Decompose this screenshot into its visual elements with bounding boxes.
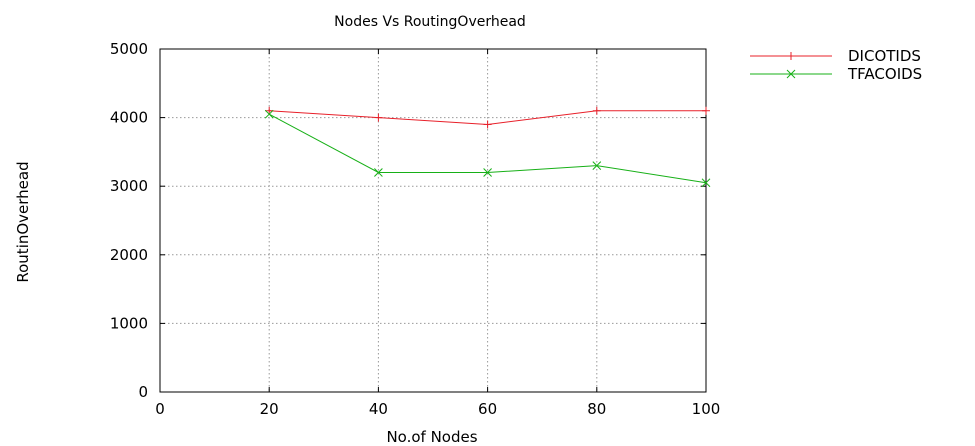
x-ticks: 0 20 40 60 80 100 (155, 49, 720, 418)
data-point-dicotids (483, 120, 492, 129)
data-point-tfacoids (701, 178, 711, 188)
data-point-dicotids (702, 106, 710, 115)
y-tick-label: 3000 (110, 177, 148, 195)
y-tick-label: 4000 (110, 109, 148, 127)
x-tick-label: 20 (260, 400, 279, 418)
y-tick-label: 0 (138, 383, 148, 401)
legend-marker-tfacoids (786, 69, 796, 79)
x-tick-label: 100 (692, 400, 721, 418)
data-point-dicotids (592, 106, 601, 115)
data-point-tfacoids (264, 109, 274, 119)
legend-label-tfacoids: TFACOIDS (847, 65, 922, 83)
chart-title: Nodes Vs RoutingOverhead (334, 14, 526, 30)
data-point-dicotids (265, 106, 274, 115)
data-point-tfacoids (374, 168, 383, 177)
y-tick-label: 5000 (110, 40, 148, 58)
y-axis-label: RoutinOverhead (14, 161, 32, 282)
data-point-tfacoids (592, 161, 602, 170)
legend-label-dicotids: DICOTIDS (848, 47, 921, 65)
plot-frame (159, 48, 707, 393)
y-tick-label: 1000 (110, 314, 148, 332)
x-tick-label: 80 (587, 400, 606, 418)
grid (160, 49, 706, 392)
x-tick-label: 40 (369, 400, 388, 418)
legend-marker-dicotids (787, 52, 795, 60)
x-tick-label: 0 (155, 400, 165, 418)
x-axis-label: No.of Nodes (386, 428, 477, 446)
y-ticks: 0 1000 2000 3000 4000 5000 (110, 40, 706, 401)
data-point-dicotids (374, 113, 383, 122)
x-tick-label: 60 (478, 400, 497, 418)
y-tick-label: 2000 (110, 246, 148, 264)
series-layer (264, 106, 711, 188)
data-point-tfacoids (483, 168, 492, 177)
